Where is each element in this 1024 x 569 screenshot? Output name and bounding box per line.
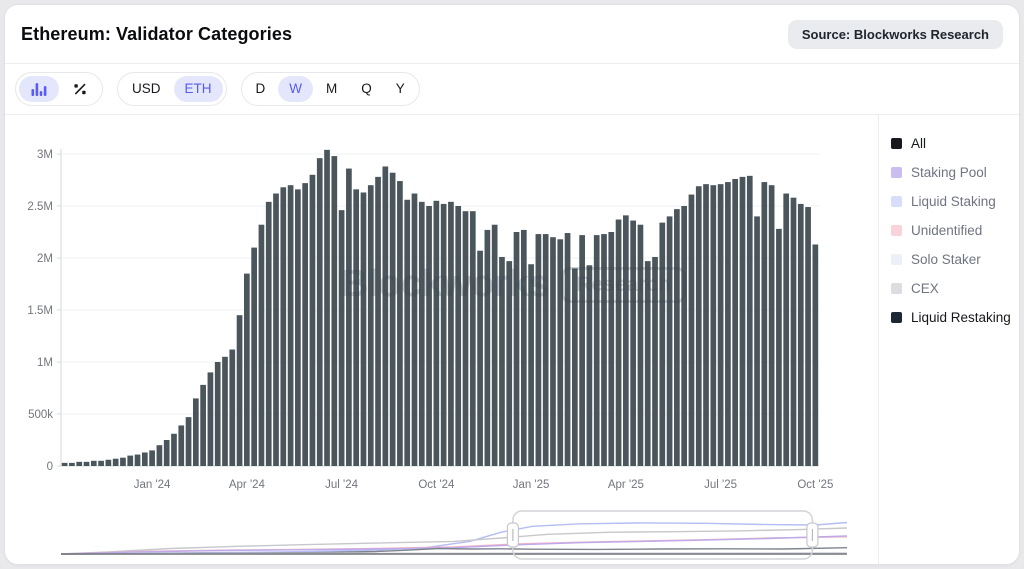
toolbar-divider <box>5 114 1019 115</box>
svg-text:Oct '25: Oct '25 <box>797 479 833 491</box>
legend-swatch <box>891 283 902 294</box>
legend-item-solo-staker[interactable]: Solo Staker <box>891 245 1018 274</box>
source-badge: Source: Blockworks Research <box>787 19 1003 49</box>
interval-y-button[interactable]: Y <box>385 76 416 102</box>
legend-item-liquid-restaking[interactable]: Liquid Restaking <box>891 303 1018 332</box>
svg-text:Jan '24: Jan '24 <box>134 479 171 491</box>
svg-text:Oct '24: Oct '24 <box>418 479 455 491</box>
legend-item-staking-pool[interactable]: Staking Pool <box>891 158 1018 187</box>
svg-text:2M: 2M <box>37 253 53 265</box>
legend-swatch <box>891 312 902 323</box>
validator-bar-chart[interactable]: 0 500k 1M 1.5M 2M 2.5M 3M Jan '24 Apr '24 Jul '24… <box>5 115 878 507</box>
interval-d-button[interactable]: D <box>245 76 277 102</box>
svg-text:Jul '25: Jul '25 <box>704 479 737 491</box>
chart-card: Ethereum: Validator Categories Source: B… <box>4 4 1020 565</box>
content-row: 0 500k 1M 1.5M 2M 2.5M 3M Jan '24 Apr '24 Jul '24… <box>5 115 1019 564</box>
legend-item-liquid-staking[interactable]: Liquid Staking <box>891 187 1018 216</box>
legend-item-all[interactable]: All <box>891 129 1018 158</box>
bar-chart-button[interactable] <box>19 76 59 102</box>
legend-swatch <box>891 254 902 265</box>
svg-text:1M: 1M <box>37 357 53 369</box>
currency-eth-button[interactable]: ETH <box>173 76 223 102</box>
header-divider <box>5 63 1019 64</box>
interval-group: D W M Q Y <box>240 72 420 106</box>
range-navigator[interactable] <box>5 507 878 564</box>
legend-swatch <box>891 196 902 207</box>
legend-swatch <box>891 138 902 149</box>
legend-item-cex[interactable]: CEX <box>891 274 1018 303</box>
svg-text:Jan '25: Jan '25 <box>513 479 550 491</box>
card-header: Ethereum: Validator Categories Source: B… <box>5 5 1019 63</box>
percent-change-icon <box>74 83 86 95</box>
currency-toggle-group: USD ETH <box>117 72 227 106</box>
svg-text:Jul '24: Jul '24 <box>325 479 358 491</box>
interval-q-button[interactable]: Q <box>350 76 383 102</box>
interval-m-button[interactable]: M <box>315 76 348 102</box>
page-title: Ethereum: Validator Categories <box>21 23 293 44</box>
svg-text:0: 0 <box>47 461 53 473</box>
percent-change-button[interactable] <box>61 76 99 102</box>
bar-chart-icon <box>31 83 47 96</box>
legend-swatch <box>891 167 902 178</box>
svg-text:1.5M: 1.5M <box>27 305 53 317</box>
currency-usd-button[interactable]: USD <box>121 76 172 102</box>
interval-w-button[interactable]: W <box>278 76 314 102</box>
main-chart-area: 0 500k 1M 1.5M 2M 2.5M 3M Jan '24 Apr '24 Jul '24… <box>5 115 878 564</box>
legend-item-unidentified[interactable]: Unidentified <box>891 216 1018 245</box>
svg-text:3M: 3M <box>37 149 53 161</box>
svg-text:500k: 500k <box>28 409 53 421</box>
svg-text:Apr '25: Apr '25 <box>608 479 644 491</box>
svg-text:Apr '24: Apr '24 <box>229 479 266 491</box>
svg-text:2.5M: 2.5M <box>27 201 53 213</box>
legend-swatch <box>891 225 902 236</box>
legend-panel: All Staking Pool Liquid Staking Unidenti… <box>878 115 1018 564</box>
chart-type-group <box>15 72 103 106</box>
toolbar: USD ETH D W M Q Y <box>5 64 1019 114</box>
